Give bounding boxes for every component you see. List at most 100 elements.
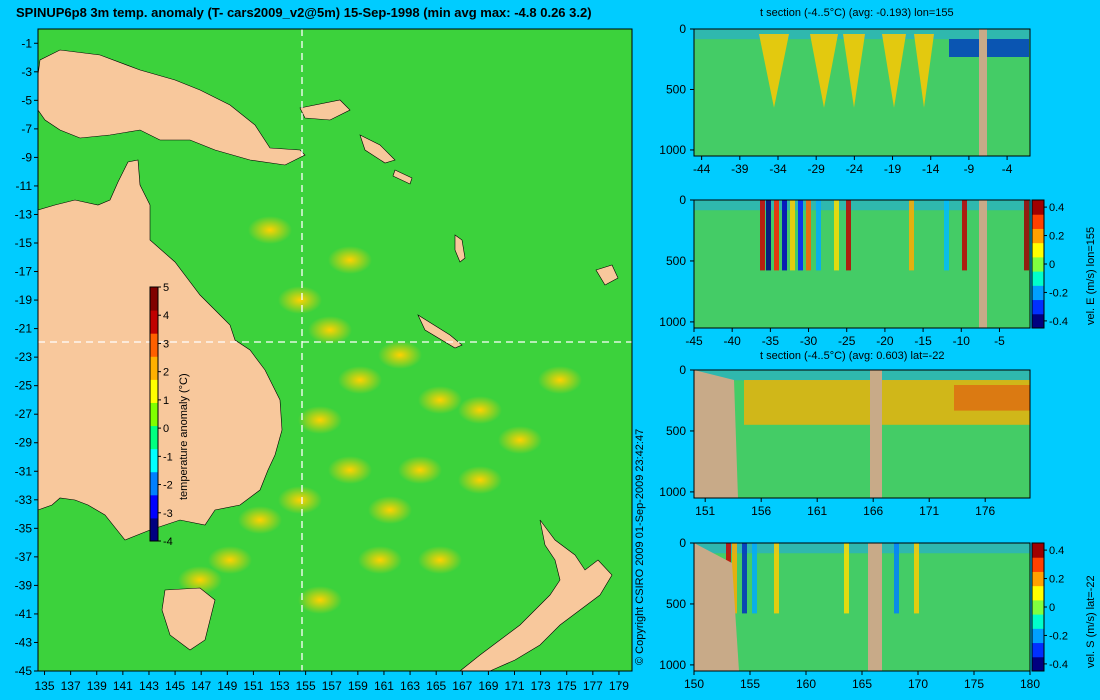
vel-e-section-x-tick-label: -20	[876, 334, 894, 348]
vel-e-section-land-mask	[979, 200, 987, 328]
map-x-tick-label: 141	[113, 679, 133, 693]
vel-s-section-x-tick-label: 165	[852, 677, 872, 691]
t-section-lat-land-mask	[694, 370, 738, 498]
t-section-lon-warm-plume	[810, 34, 838, 108]
t-section-lon-land-mask	[979, 29, 987, 156]
map-anomaly-patch	[328, 246, 372, 274]
vel-e-section-x-tick-label: -10	[953, 334, 971, 348]
map-y-tick-label: -29	[15, 436, 33, 450]
vel-s-section-colorbar-segment	[1032, 585, 1044, 601]
t-section-lon-group: -44 -39 -34 -29 -24 -19 -14 -9 -4 0 500 1000	[659, 22, 1031, 176]
vel-s-section-colorbar-segment	[1032, 557, 1044, 572]
vel-e-section-x-tick-label: -25	[838, 334, 856, 348]
map-x-tick-label: 165	[426, 679, 446, 693]
new-britain-land	[299, 99, 351, 121]
map-anomaly-patch	[378, 341, 422, 369]
t-section-lon-x-tick-label: -29	[808, 162, 826, 176]
t-section-lon-cold-patch	[949, 39, 1029, 57]
new-guinea-land	[37, 49, 306, 166]
vel-e-section-velocity-band	[834, 200, 839, 271]
vel-e-section-velocity-band	[962, 200, 967, 271]
map-anomaly-patch	[248, 216, 292, 244]
map-y-tick-label: -3	[21, 65, 32, 79]
map-x-tick-label: 173	[531, 679, 551, 693]
vel-s-section-colorbar-segment	[1032, 656, 1044, 672]
map-anomaly-patch	[278, 486, 322, 514]
vel-e-section-colorbar-segment	[1032, 228, 1044, 244]
map-colorbar-segment	[150, 471, 158, 496]
map-y-tick-label: -41	[15, 607, 33, 621]
vel-e-section-velocity-band	[816, 200, 821, 271]
t-section-lon-warm-plume	[882, 34, 906, 108]
t-section-lon-warm-plume	[914, 34, 934, 108]
map-colorbar-segment	[150, 287, 158, 311]
t-section-lon-x-tick-label: -39	[731, 162, 749, 176]
map-colorbar-segment	[150, 494, 158, 519]
map-anomaly-patch	[178, 566, 222, 594]
t-section-lon-x-tick-label: -24	[846, 162, 864, 176]
vel-e-section-field	[694, 200, 1030, 328]
map-colorbar-segment	[150, 448, 158, 473]
vel-s-section-group: 150 155 160 165 170 175 180 0 500 1000 0.4 0.2 0 -0.2…	[659, 536, 1068, 691]
vel-s-section-colorbar-tick-label: 0.2	[1049, 574, 1064, 586]
vel-e-section-colorbar-tick-label: 0	[1049, 259, 1055, 271]
map-y-tick-label: -35	[15, 521, 33, 535]
map-x-tick-label: 151	[243, 679, 263, 693]
map-y-tick-label: -33	[15, 493, 33, 507]
t-section-lat-surface-layer	[694, 370, 1030, 381]
vel-e-section-velocity-band	[909, 200, 914, 271]
vel-e-section-x-tick-label: -5	[994, 334, 1005, 348]
map-x-tick-label: 155	[296, 679, 316, 693]
map-x-tick-label: 143	[139, 679, 159, 693]
map-colorbar-segment	[150, 310, 158, 334]
map-y-tick-label: -7	[21, 122, 32, 136]
map-y-tick-label: -13	[15, 207, 33, 221]
map-x-tick-label: 149	[217, 679, 237, 693]
vel-e-section-x-tick-label: -35	[762, 334, 780, 348]
vel-s-section-colorbar-segment	[1032, 642, 1044, 658]
map-anomaly-patch	[368, 496, 412, 524]
map-y-tick-label: -43	[15, 635, 33, 649]
vel-e-section-x-tick-label: -15	[914, 334, 932, 348]
t-section-lat-hot-layer	[954, 385, 1030, 411]
map-colorbar-segment	[150, 379, 158, 403]
map-colorbar-tick-label: 2	[163, 367, 169, 379]
map-y-tick-label: -31	[15, 464, 33, 478]
new-zealand-land	[459, 519, 613, 672]
vel-e-section-velocity-band	[782, 200, 787, 271]
map-anomaly-patch	[308, 316, 352, 344]
map-y-tick-label: -19	[15, 293, 33, 307]
map-x-tick-label: 161	[374, 679, 394, 693]
vel-e-section-colorbar-segment	[1032, 200, 1044, 215]
vel-e-section-velocity-band	[790, 200, 795, 271]
map-colorbar-label: temperature anomaly (°C)	[178, 373, 190, 500]
vel-e-section-colorbar-segment	[1032, 271, 1044, 286]
t-section-lat-x-tick-label: 161	[807, 504, 827, 518]
vel-e-section-velocity-band	[806, 200, 811, 271]
map-anomaly-patch	[278, 286, 322, 314]
t-section-lon-x-tick-label: -34	[769, 162, 787, 176]
new-caledonia-land	[417, 314, 463, 349]
vel-s-section-land-mask	[694, 543, 739, 671]
map-colorbar-tick-label: 1	[163, 395, 169, 407]
map-anomaly-patch	[418, 386, 462, 414]
map-y-tick-label: -11	[16, 179, 33, 193]
vel-s-section-colorbar-segment	[1032, 543, 1044, 558]
vel-s-section-x-tick-label: 180	[1020, 677, 1040, 691]
vel-e-section-surface-layer	[694, 200, 1030, 211]
map-colorbar-tick-label: 5	[163, 282, 169, 294]
vel-e-section-y-tick-label: 500	[666, 254, 686, 268]
vel-s-section-x-tick-label: 175	[964, 677, 984, 691]
vel-s-section-y-tick-label: 500	[666, 597, 686, 611]
solomon-islands-land	[359, 134, 413, 185]
t-section-lat-y-tick-label: 500	[666, 424, 686, 438]
t-section-lat-y-tick-label: 1000	[659, 485, 686, 499]
map-anomaly-patch	[358, 546, 402, 574]
vel-e-section-x-tick-label: -40	[724, 334, 742, 348]
map-colorbar-segment	[150, 356, 158, 380]
vel-s-section-colorbar-segment	[1032, 614, 1044, 629]
vel-s-section-colorbar-segment	[1032, 628, 1044, 644]
map-colorbar-tick-label: -4	[163, 536, 173, 548]
map-x-tick-label: 171	[504, 679, 524, 693]
vel-e-section-x-tick-label: -45	[685, 334, 703, 348]
